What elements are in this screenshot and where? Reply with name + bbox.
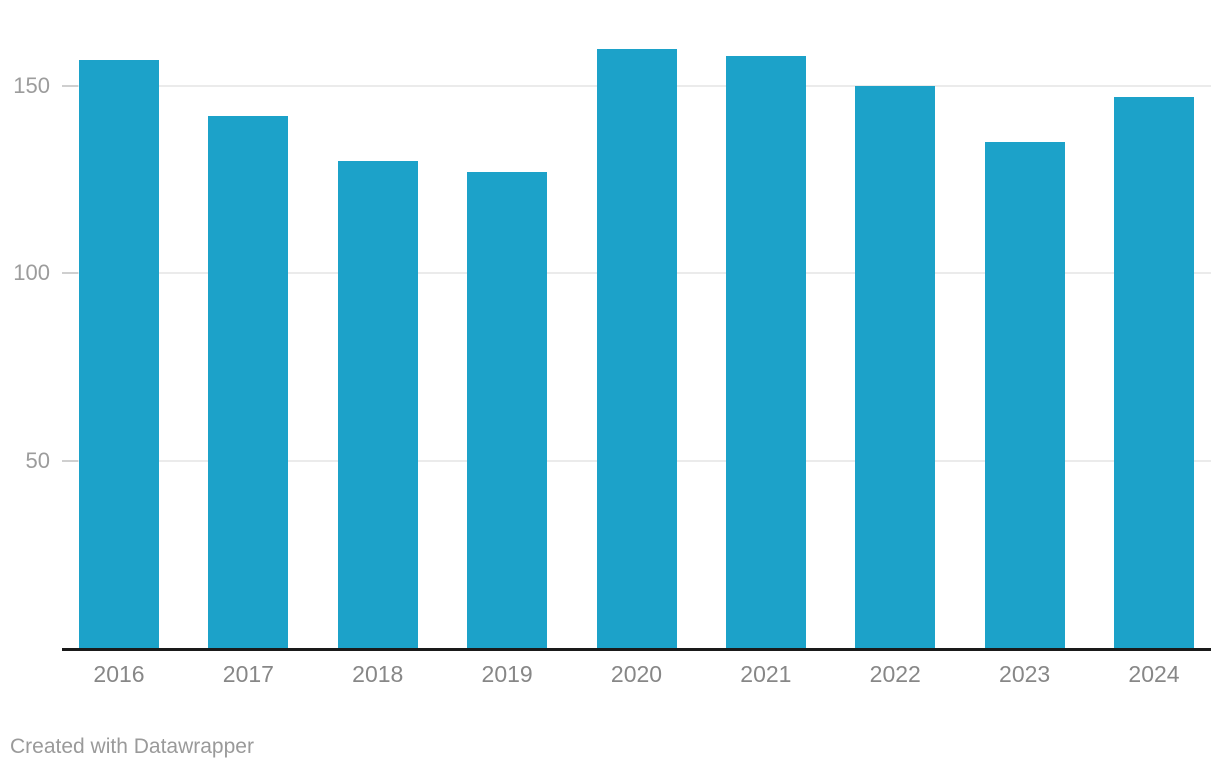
x-axis-label-2024: 2024 — [1128, 661, 1180, 687]
y-axis-label-150: 150 — [13, 73, 50, 99]
y-tick-150 — [62, 85, 78, 88]
bar-2021[interactable] — [725, 56, 806, 648]
x-axis-label-2022: 2022 — [869, 661, 921, 687]
y-tick-100 — [62, 272, 78, 275]
x-axis-label-2016: 2016 — [93, 661, 145, 687]
bar-2019[interactable] — [467, 172, 548, 648]
y-axis-label-50: 50 — [25, 447, 50, 473]
bar-2023[interactable] — [984, 142, 1065, 648]
bar-2022[interactable] — [855, 86, 936, 648]
bar-2020[interactable] — [596, 48, 677, 648]
bar-2018[interactable] — [337, 161, 418, 648]
bar-2016[interactable] — [79, 59, 159, 648]
bar-2017[interactable] — [208, 116, 289, 648]
x-axis-label-2019: 2019 — [481, 661, 533, 687]
y-axis-label-100: 100 — [13, 260, 50, 286]
x-axis-label-2021: 2021 — [740, 661, 792, 687]
x-axis-label-2018: 2018 — [352, 661, 404, 687]
y-tick-50 — [62, 459, 78, 462]
x-axis-label-2017: 2017 — [222, 661, 274, 687]
datawrapper-attribution-link[interactable]: Created with Datawrapper — [10, 735, 254, 758]
x-axis-label-2020: 2020 — [610, 661, 663, 687]
x-axis-line — [62, 648, 1211, 651]
bar-2024[interactable] — [1114, 97, 1194, 648]
x-axis-label-2023: 2023 — [999, 661, 1051, 687]
